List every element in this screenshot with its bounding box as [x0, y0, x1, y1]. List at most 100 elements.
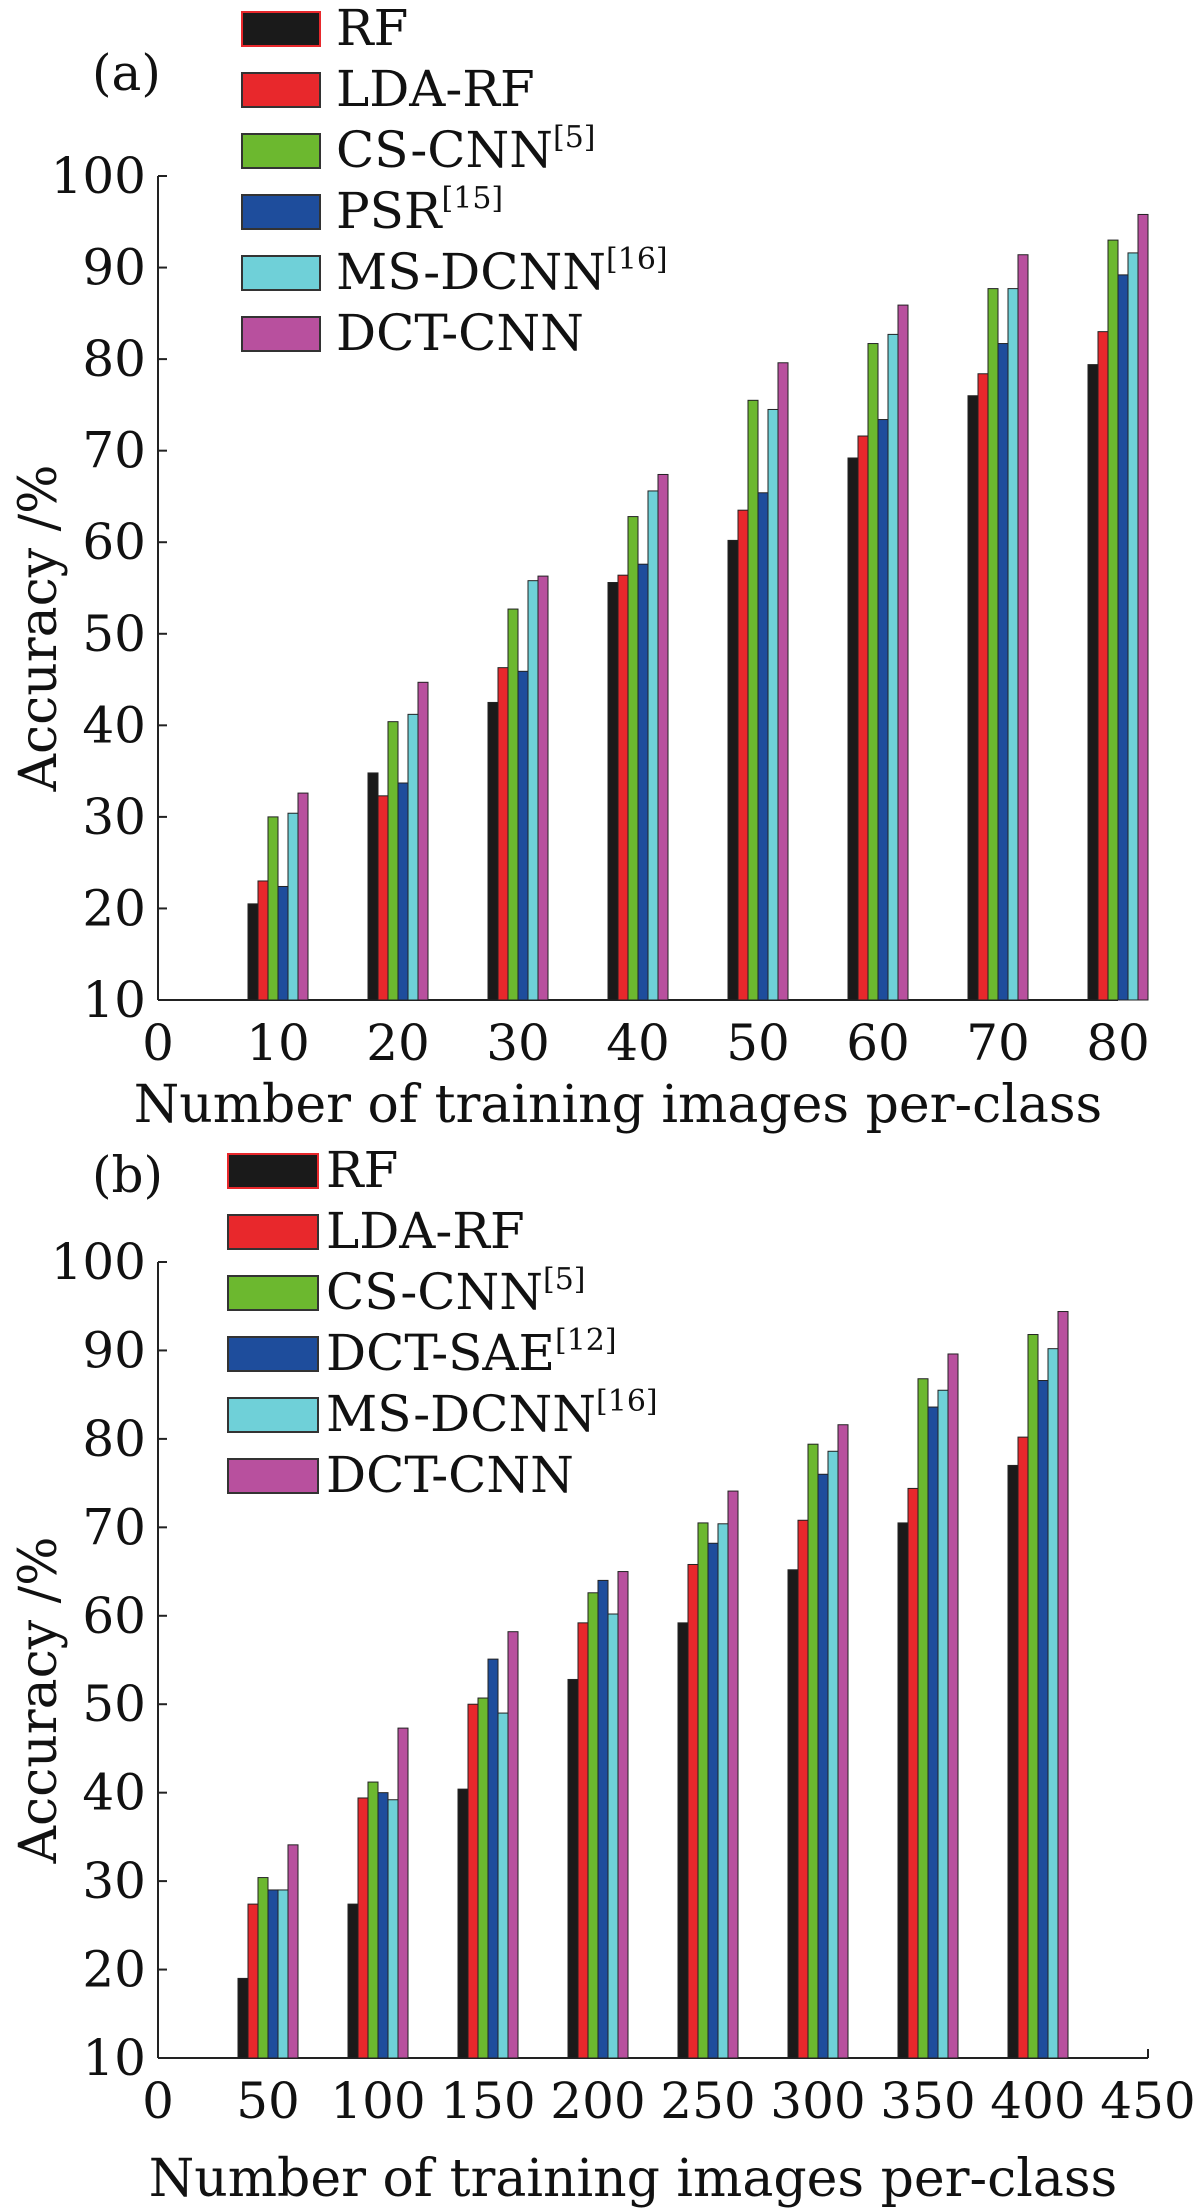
y-tick-label: 20	[82, 1941, 146, 1999]
bar-dct-cnn-350	[947, 1353, 959, 2059]
bar-ms-dcnn-40	[647, 490, 659, 1001]
bar-cs-cnn-250	[697, 1522, 709, 2059]
bar-cs-cnn-150	[477, 1697, 489, 2059]
x-tick-label: 250	[660, 2072, 755, 2130]
legend-label: RF	[326, 1141, 398, 1199]
x-tick-label: 450	[1100, 2072, 1195, 2130]
bar-ms-dcnn-300	[827, 1450, 839, 2059]
bar-lda-rf-70	[977, 373, 989, 1001]
bar-rf-70	[967, 395, 979, 1001]
y-tick-label: 70	[82, 422, 146, 480]
legend-swatch-cs-cnn	[241, 133, 321, 169]
bar-dct-cnn-100	[397, 1727, 409, 2059]
legend: RFLDA-RFCS-CNN[5]PSR[15]MS-DCNN[16]DCT-C…	[241, 0, 668, 362]
bar-cs-cnn-70	[987, 288, 999, 1001]
bar-lda-rf-60	[857, 435, 869, 1001]
bar-dct-sae-100	[377, 1792, 389, 2059]
bar-ms-dcnn-80	[1127, 252, 1139, 1001]
legend-label: DCT-SAE[12]	[326, 1323, 617, 1382]
legend-label: DCT-CNN	[326, 1446, 574, 1504]
bar-lda-rf-50	[247, 1903, 259, 2059]
bar-lda-rf-150	[467, 1703, 479, 2059]
legend-swatch-lda-rf	[227, 1214, 319, 1250]
bar-lda-rf-400	[1017, 1436, 1029, 2059]
legend-label: LDA-RF	[336, 60, 535, 118]
bar-dct-cnn-200	[617, 1571, 629, 2059]
bar-rf-20	[367, 772, 379, 1001]
legend-label: PSR[15]	[336, 181, 503, 240]
legend-swatch-rf	[227, 1153, 319, 1189]
chart-panel-b: 10 20 30 40 50 60 70 80 90 100 0 50 100 150 200 250 300 3…	[9, 1141, 1196, 2208]
bar-lda-rf-30	[497, 667, 509, 1001]
bar-psr-20	[397, 782, 409, 1001]
bar-ms-dcnn-20	[407, 713, 419, 1001]
bar-psr-80	[1117, 274, 1129, 1001]
bar-ms-dcnn-150	[497, 1712, 509, 2059]
bar-dct-cnn-10	[297, 792, 309, 1001]
x-tick-label: 350	[880, 2072, 975, 2130]
bar-lda-rf-200	[577, 1622, 589, 2059]
bar-psr-50	[757, 492, 769, 1001]
x-tick-label: 40	[606, 1014, 670, 1072]
bar-dct-sae-200	[597, 1579, 609, 2059]
legend-swatch-rf	[241, 11, 321, 47]
y-tick-label: 30	[82, 1852, 146, 1910]
y-tick-label: 10	[82, 971, 146, 1029]
bar-rf-250	[677, 1622, 689, 2059]
x-tick-label: 150	[440, 2072, 535, 2130]
bar-cs-cnn-350	[917, 1378, 929, 2059]
bar-rf-30	[487, 701, 499, 1001]
x-tick-label: 100	[330, 2072, 425, 2130]
x-axis-label: Number of training images per-class	[149, 2149, 1117, 2208]
legend-swatch-dct-sae	[227, 1336, 319, 1372]
panel-label: (a)	[92, 44, 161, 102]
y-tick-label: 80	[82, 1410, 146, 1468]
x-tick-label: 70	[966, 1014, 1030, 1072]
bar-cs-cnn-30	[507, 608, 519, 1001]
x-tick-label: 10	[246, 1014, 310, 1072]
legend-swatch-ms-dcnn	[227, 1397, 319, 1433]
bar-ms-dcnn-50	[767, 408, 779, 1001]
legend-label: MS-DCNN[16]	[326, 1384, 658, 1443]
bar-dct-cnn-20	[417, 681, 429, 1001]
bar-dct-sae-300	[817, 1473, 829, 2059]
legend-swatch-cs-cnn	[227, 1275, 319, 1311]
bar-rf-60	[847, 457, 859, 1001]
bar-lda-rf-40	[617, 574, 629, 1001]
y-tick-label: 10	[82, 2029, 146, 2087]
x-tick-label: 50	[726, 1014, 790, 1072]
y-tick-label: 50	[82, 605, 146, 663]
bar-rf-50	[727, 539, 739, 1001]
x-tick-label: 20	[366, 1014, 430, 1072]
bar-ms-dcnn-70	[1007, 288, 1019, 1001]
y-axis-label: Accuracy /%	[9, 1536, 69, 1864]
x-tick-label: 300	[770, 2072, 865, 2130]
x-axis-label: Number of training images per-class	[134, 1075, 1102, 1135]
bar-cs-cnn-50	[257, 1877, 269, 2059]
x-tick-label: 80	[1086, 1014, 1150, 1072]
bar-ms-dcnn-10	[287, 812, 299, 1001]
bar-dct-sae-150	[487, 1658, 499, 2059]
bar-rf-80	[1087, 364, 1099, 1001]
bar-cs-cnn-200	[587, 1592, 599, 2059]
y-axis-label: Accuracy /%	[9, 464, 69, 792]
bar-dct-cnn-400	[1057, 1311, 1069, 2059]
bar-dct-sae-50	[267, 1889, 279, 2059]
bar-psr-30	[517, 670, 529, 1001]
y-tick-label: 40	[82, 696, 146, 754]
bar-ms-dcnn-60	[887, 333, 899, 1001]
bar-cs-cnn-300	[807, 1443, 819, 2059]
bar-ms-dcnn-350	[937, 1389, 949, 2059]
bar-rf-200	[567, 1678, 579, 2059]
legend-swatch-lda-rf	[241, 72, 321, 108]
x-tick-label: 400	[990, 2072, 1085, 2130]
y-tick-label: 70	[82, 1498, 146, 1556]
bar-lda-rf-300	[797, 1519, 809, 2059]
bar-cs-cnn-60	[867, 343, 879, 1001]
x-tick-label: 30	[486, 1014, 550, 1072]
bar-cs-cnn-400	[1027, 1334, 1039, 2059]
bar-psr-70	[997, 343, 1009, 1001]
bar-dct-cnn-30	[537, 575, 549, 1001]
